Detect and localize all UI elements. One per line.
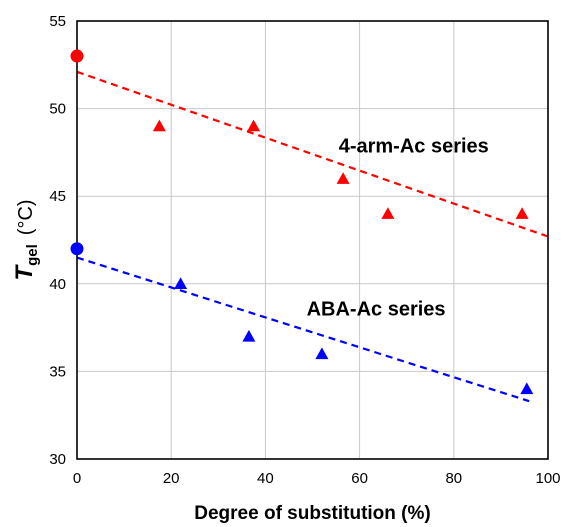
x-tick-label: 100 (535, 470, 560, 487)
data-point-triangle (247, 119, 261, 132)
y-tick-label: 35 (49, 363, 66, 380)
x-tick-labels: 0 20 40 60 80 100 (73, 470, 561, 487)
x-tick-label: 0 (73, 470, 81, 487)
y-axis-label: Tgel (°C) (11, 199, 41, 280)
annotations: 4-arm-Ac series ABA-Ac series (307, 135, 489, 320)
x-tick-label: 20 (163, 470, 180, 487)
plot-frame (76, 20, 549, 460)
y-axis-symbol: T (11, 264, 38, 281)
data-points (70, 49, 534, 395)
data-point-circle (70, 242, 84, 256)
x-axis-label: Degree of substitution (%) (194, 503, 430, 524)
data-point-triangle (520, 382, 534, 395)
y-tick-label: 50 (49, 101, 66, 118)
data-point-triangle (242, 329, 256, 342)
series-annotation: ABA-Ac series (307, 298, 446, 320)
data-point-triangle (152, 119, 166, 132)
data-point-circle (70, 49, 84, 63)
y-tick-label: 55 (49, 13, 66, 30)
x-tick-label: 80 (445, 470, 462, 487)
y-tick-label: 40 (49, 276, 66, 293)
y-tick-label: 45 (49, 188, 66, 205)
series-annotation: 4-arm-Ac series (339, 135, 489, 157)
data-point-triangle (336, 172, 350, 184)
data-point-triangle (315, 347, 329, 360)
x-tick-label: 40 (257, 470, 274, 487)
trendlines (76, 70, 549, 403)
y-tick-label: 30 (49, 451, 66, 468)
x-tick-label: 60 (351, 470, 368, 487)
data-point-triangle (515, 207, 529, 219)
trendline-series-2 (76, 256, 530, 403)
data-point-triangle (381, 207, 395, 219)
data-point-triangle (174, 277, 188, 289)
y-axis-unit: (°C) (15, 199, 37, 235)
y-tick-labels: 30 35 40 45 50 55 (49, 13, 66, 468)
grid (76, 20, 549, 460)
y-axis-subscript: gel (24, 244, 41, 266)
